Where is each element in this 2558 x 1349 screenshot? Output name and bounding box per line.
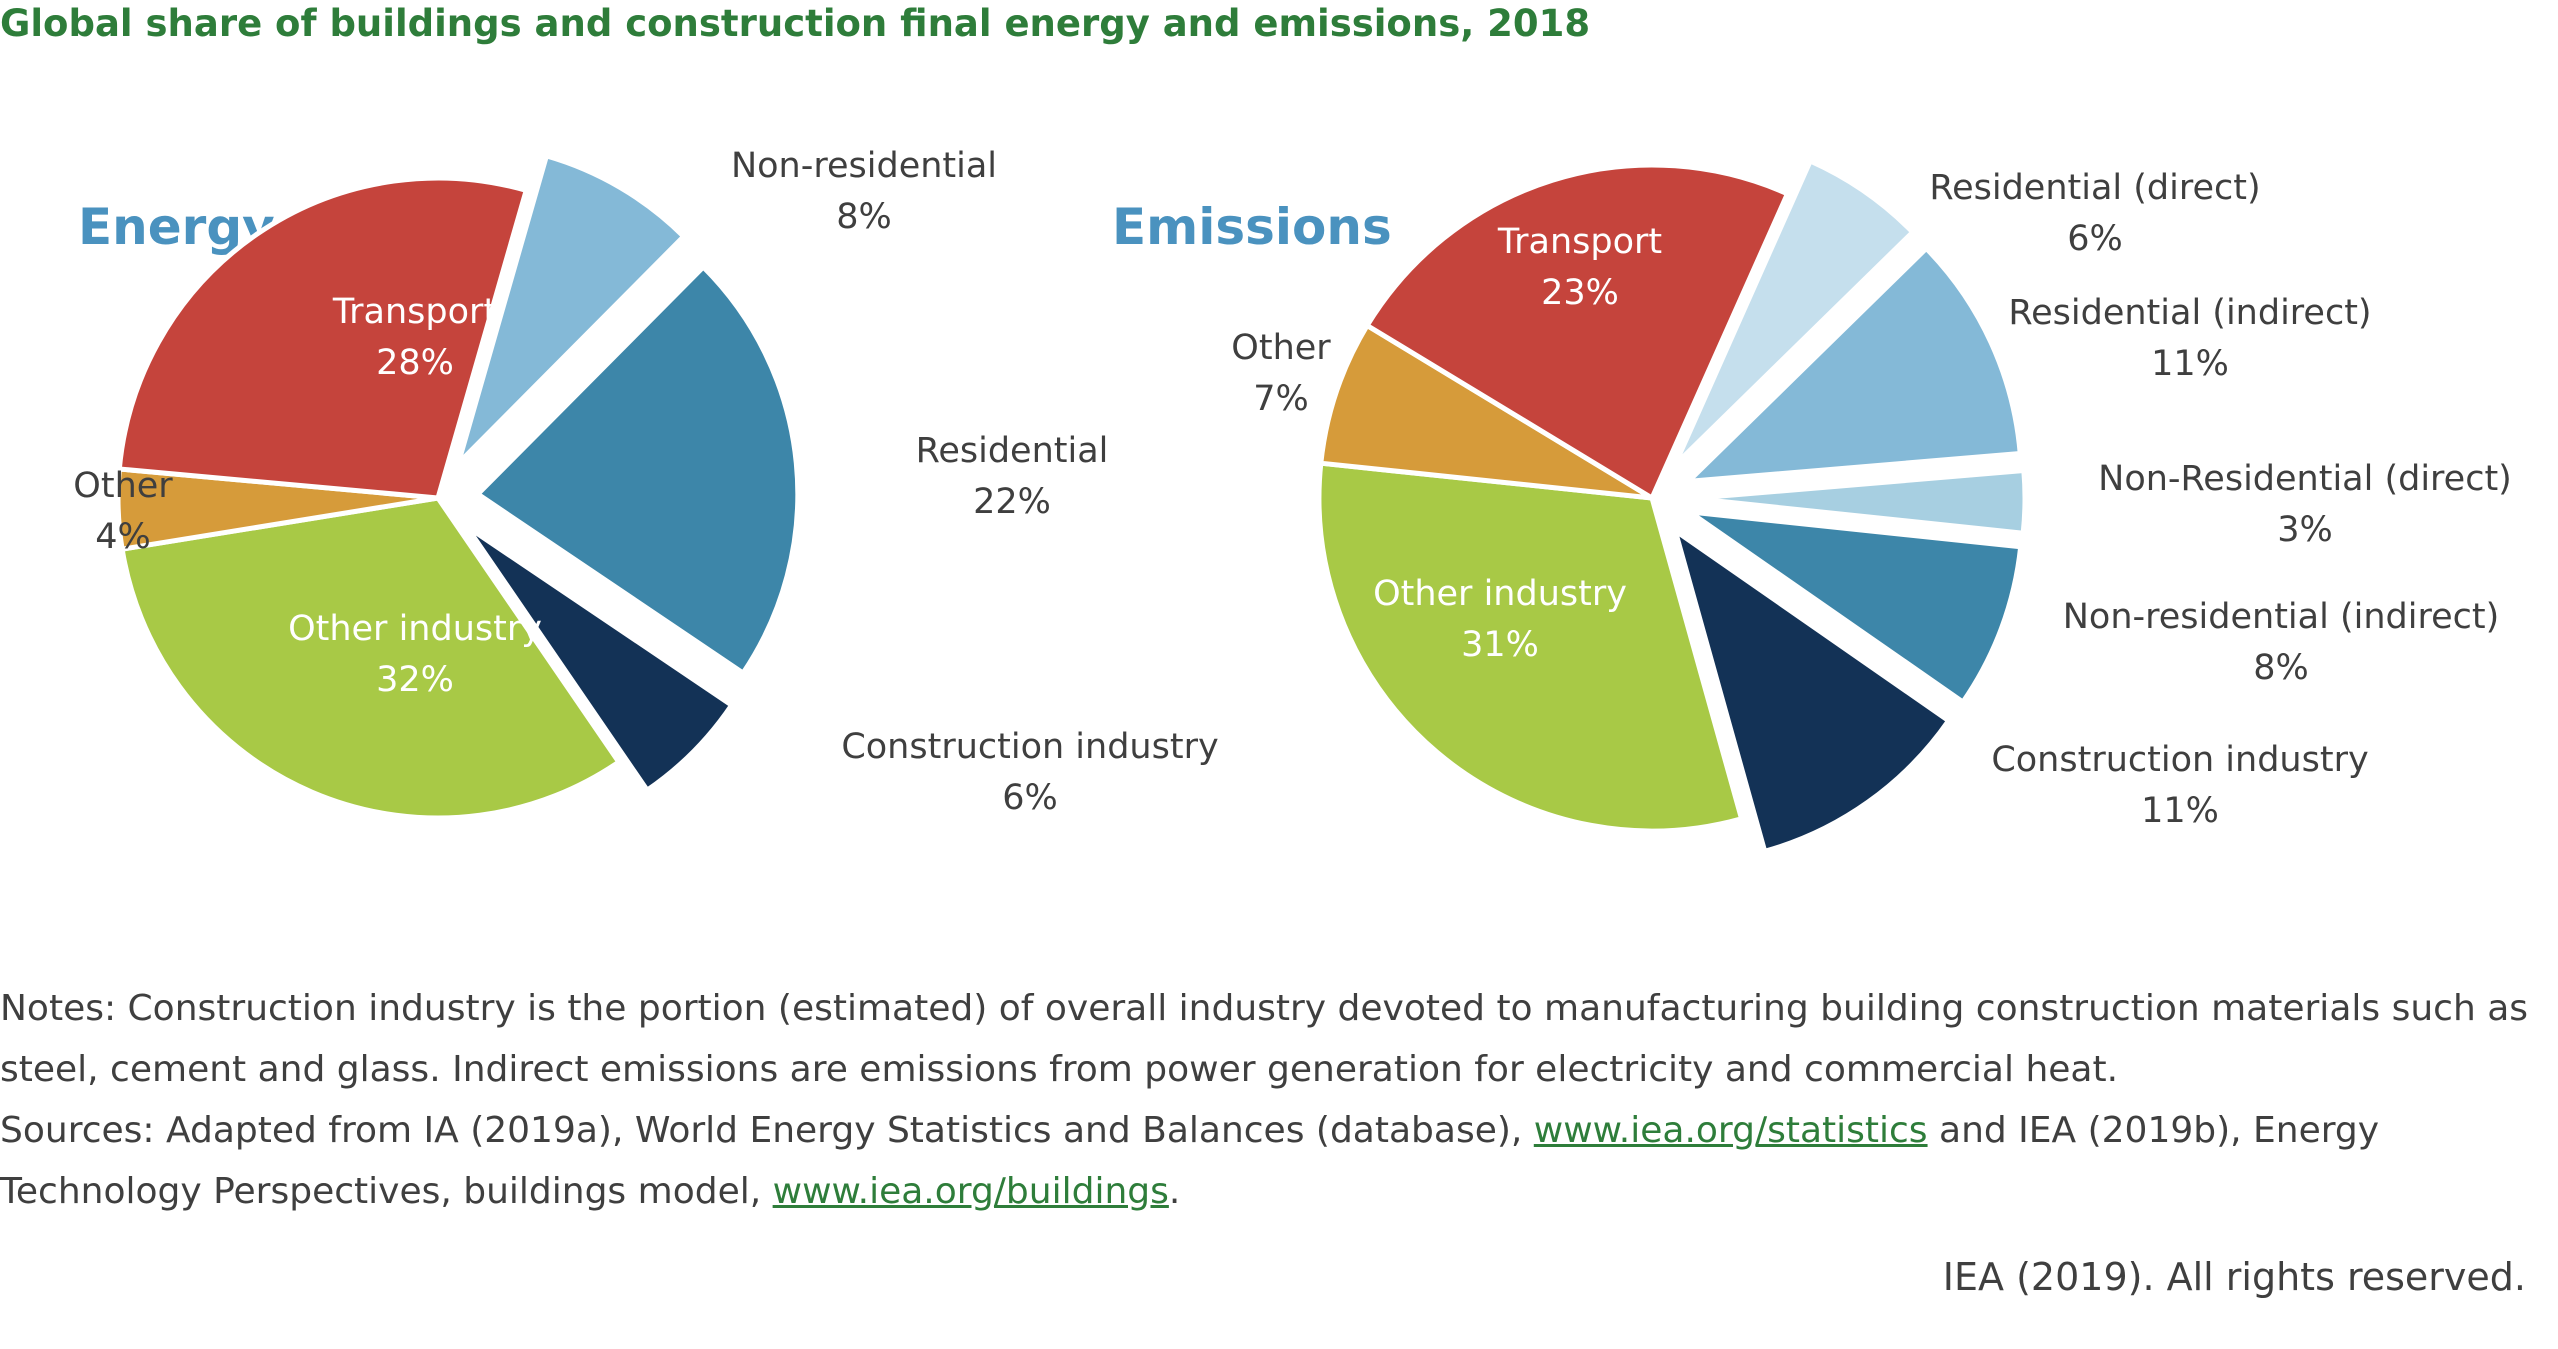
energy-slice-non-residential [455,153,687,466]
emissions-label-residential-direct: Residential (direct) [1929,168,2260,208]
energy-labels: Non-residential 8% Residential 22% Construct… [73,146,1218,818]
emissions-slice-other [1318,322,1655,501]
emissions-value-residential-direct: 6% [2067,219,2123,259]
notes-text: Notes: Construction industry is the port… [0,988,2529,1090]
energy-pie [115,153,801,821]
energy-label-residential: Residential [916,431,1109,471]
energy-value-other: 4% [95,517,151,557]
sources-prefix: Sources: Adapted from IA (2019a), World … [0,1110,1534,1151]
emissions-slice-construction-industry [1672,528,1952,854]
emissions-value-non-residential-indirect: 8% [2253,648,2309,688]
emissions-slice-other-industry [1316,460,1745,834]
energy-value-residential: 22% [973,482,1051,522]
energy-value-construction-industry: 6% [1002,778,1058,818]
energy-value-non-residential: 8% [836,197,892,237]
energy-label-transport: Transport [332,292,497,332]
emissions-label-other: Other [1231,328,1331,368]
emissions-value-construction-industry: 11% [2141,791,2219,831]
emissions-labels: Residential (direct) 6% Residential (indir… [1231,168,2512,831]
emissions-label-other-industry: Other industry [1373,574,1627,614]
emissions-value-other: 7% [1253,379,1309,419]
energy-label-other-industry: Other industry [288,609,542,649]
energy-value-other-industry: 32% [376,660,454,700]
notes-block: Notes: Construction industry is the port… [0,978,2550,1222]
energy-label-other: Other [73,466,173,506]
energy-value-transport: 28% [376,343,454,383]
emissions-value-transport: 23% [1541,273,1619,313]
copyright-notice: IEA (2019). All rights reserved. [1942,1255,2526,1299]
emissions-label-residential-indirect: Residential (indirect) [2008,293,2371,333]
statistics-link[interactable]: www.iea.org/statistics [1533,1110,1928,1151]
emissions-pie [1316,158,2028,854]
emissions-slice-non-residential-direct [1689,468,2028,536]
emissions-slice-residential-direct [1672,158,1916,468]
sources-text: Sources: Adapted from IA (2019a), World … [0,1100,2550,1222]
sources-suffix: . [1168,1171,1181,1212]
emissions-chart-title: Emissions [1112,198,1392,256]
energy-slice-transport [116,175,529,501]
energy-label-non-residential: Non-residential [731,146,997,186]
energy-slice-residential [475,264,801,676]
emissions-value-non-residential-direct: 3% [2277,510,2333,550]
emissions-label-construction-industry: Construction industry [1991,740,2368,780]
energy-slice-other-industry [119,495,622,821]
emissions-value-residential-indirect: 11% [2151,344,2229,384]
energy-slice-construction-industry [463,523,735,793]
page-title: Global share of buildings and constructi… [0,2,1591,45]
emissions-slice-non-residential-indirect [1686,509,2024,705]
energy-label-construction-industry: Construction industry [841,727,1218,767]
pie-charts: Energy Non-residential8%Residential22%Co… [73,146,2512,854]
emissions-slice-transport [1364,162,1790,501]
emissions-slice-residential-indirect [1685,245,2023,484]
emissions-label-non-residential-direct: Non-Residential (direct) [2098,459,2512,499]
buildings-link[interactable]: www.iea.org/buildings [772,1171,1169,1212]
emissions-label-transport: Transport [1497,222,1662,262]
emissions-label-non-residential-indirect: Non-residential (indirect) [2063,597,2499,637]
emissions-value-other-industry: 31% [1461,625,1539,665]
sources-middle: and IEA (2019b), Energy Technology Persp… [0,1110,2380,1212]
